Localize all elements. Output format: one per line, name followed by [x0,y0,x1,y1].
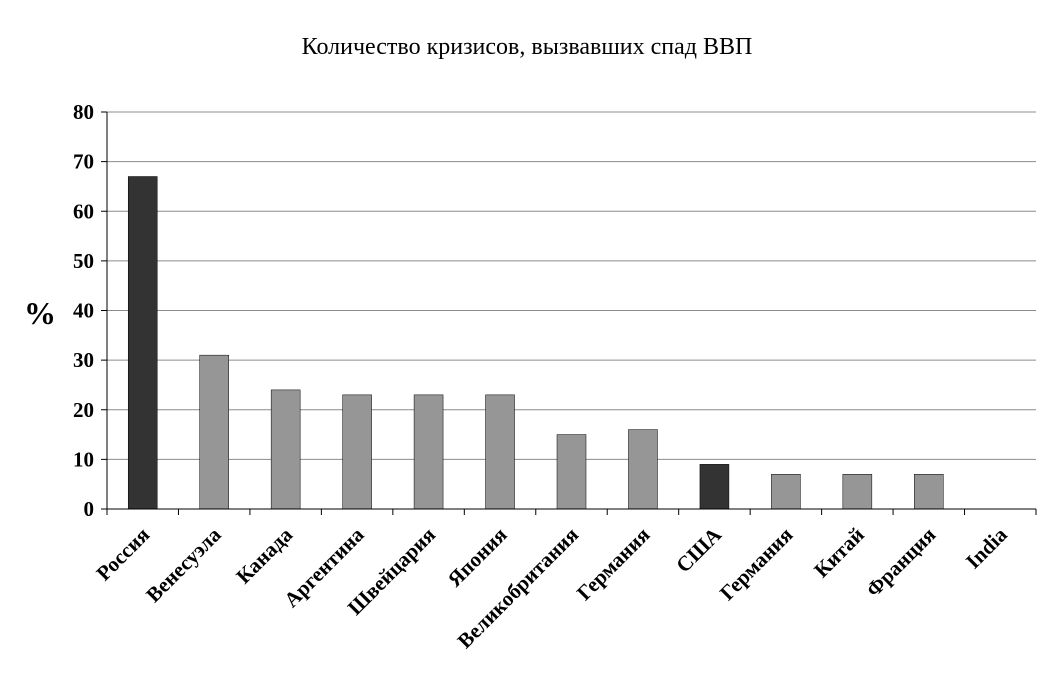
y-tick-label: 10 [73,447,94,471]
x-tick-label: США [671,522,726,577]
x-tick-label: India [961,522,1012,573]
y-tick-label: 40 [73,299,94,323]
bars [127,176,944,510]
bar [914,474,944,510]
x-tick-label: Германия [572,523,654,605]
y-tick-label: 30 [73,348,94,372]
y-tick-label: 0 [84,497,95,521]
y-axis-label: % [24,295,56,331]
bar [127,176,158,510]
x-tick-label: Франция [861,523,940,602]
bar [771,474,801,510]
bar [342,394,372,510]
y-tick-label: 80 [73,100,94,124]
x-tick-label: Великобритания [453,523,583,653]
x-tick-label: Канада [231,522,297,588]
bar [413,394,444,510]
bar [270,389,301,510]
y-tick-label: 50 [73,249,94,273]
x-tick-label: Россия [91,523,154,586]
y-tick-label: 70 [73,150,94,174]
x-tick-label: Венесуэла [141,522,226,607]
bar [699,464,730,510]
gridlines [107,111,1036,460]
y-tick-label: 60 [73,199,94,223]
chart-title: Количество кризисов, вызвавших спад ВВП [302,34,753,60]
bar [556,434,587,510]
y-tick-labels: 0 10 20 30 40 50 60 70 80 [73,100,94,521]
bar [842,474,873,510]
bar [628,429,658,510]
y-tick-label: 20 [73,398,94,422]
x-tick-label: Китай [809,523,869,583]
x-tick-label: Германия [715,523,797,605]
bar [199,354,229,510]
axes [101,111,1037,515]
bar [485,394,515,510]
x-tick-label: Япония [443,523,512,592]
